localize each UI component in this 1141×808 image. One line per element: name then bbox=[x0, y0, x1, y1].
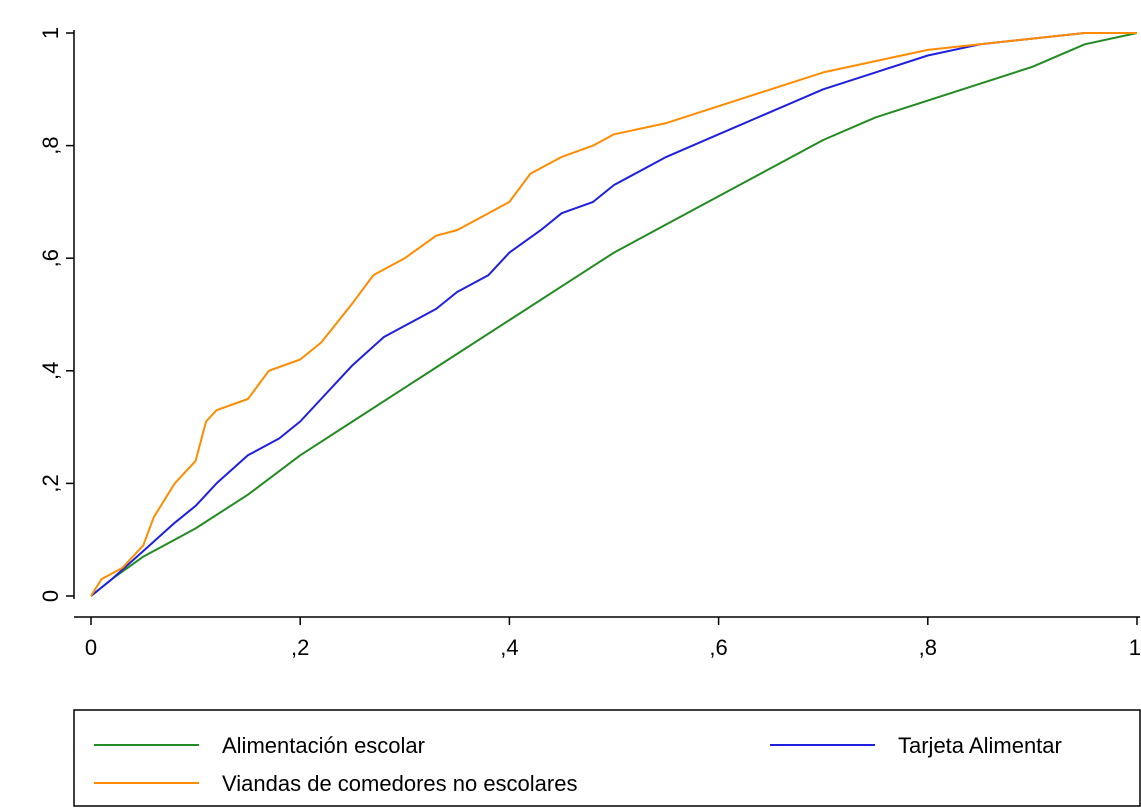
legend-label-2: Tarjeta Alimentar bbox=[898, 733, 1062, 758]
y-tick-label: 1 bbox=[38, 27, 63, 39]
y-tick-label: ,4 bbox=[38, 362, 63, 380]
legend-label-3: Viandas de comedores no escolares bbox=[222, 771, 577, 796]
series-line-3 bbox=[90, 32, 1137, 597]
x-tick-label: ,8 bbox=[919, 635, 937, 660]
y-tick-label: ,2 bbox=[38, 474, 63, 492]
y-tick-label: 0 bbox=[38, 590, 63, 602]
series-line-1 bbox=[90, 32, 1138, 597]
x-tick-label: ,4 bbox=[500, 635, 518, 660]
x-tick-label: 1 bbox=[1129, 635, 1141, 660]
series-layer bbox=[90, 32, 1138, 597]
y-tick-label: ,8 bbox=[38, 136, 63, 154]
y-axis: 0 ,2 ,4 ,6 ,8 1 bbox=[38, 27, 75, 602]
legend: Alimentación escolar Tarjeta Alimentar Via… bbox=[73, 709, 1141, 807]
x-tick-label: 0 bbox=[85, 635, 97, 660]
x-axis: 0 ,2 ,4 ,6 ,8 1 bbox=[74, 616, 1141, 660]
legend-label-1: Alimentación escolar bbox=[222, 733, 425, 758]
y-tick-label: ,6 bbox=[38, 249, 63, 267]
x-tick-label: ,6 bbox=[709, 635, 727, 660]
x-tick-label: ,2 bbox=[291, 635, 309, 660]
legend-box bbox=[73, 709, 1141, 807]
series-line-2 bbox=[90, 32, 1137, 597]
